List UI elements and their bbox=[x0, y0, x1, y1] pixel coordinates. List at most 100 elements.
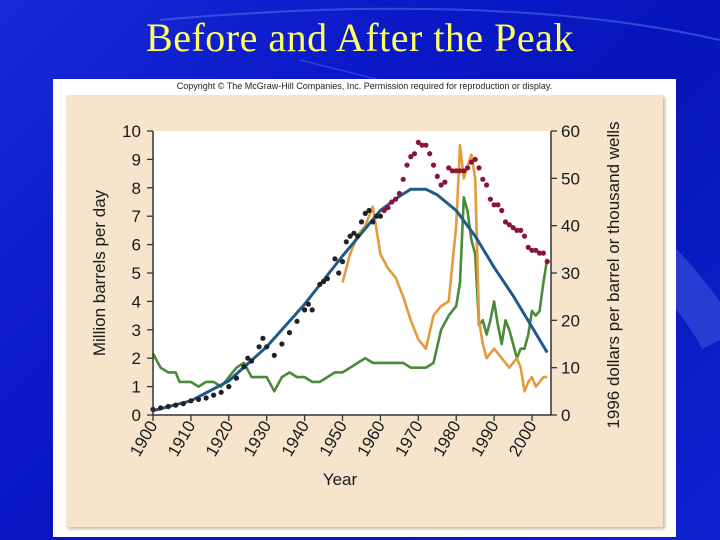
data-point bbox=[317, 281, 323, 287]
data-point bbox=[180, 401, 186, 407]
data-point bbox=[381, 207, 387, 214]
data-point bbox=[529, 247, 535, 253]
data-point bbox=[396, 190, 402, 197]
data-point bbox=[514, 227, 520, 233]
data-point bbox=[430, 162, 437, 168]
y-left-tick-label: 0 bbox=[132, 406, 141, 425]
data-point bbox=[518, 227, 524, 233]
x-tick-label: 1960 bbox=[354, 418, 389, 460]
data-point bbox=[453, 168, 459, 174]
y-right-tick-label: 60 bbox=[561, 122, 580, 141]
data-point bbox=[211, 392, 217, 398]
y-axis-right-title: 1996 dollars per barrel or thousand well… bbox=[604, 121, 623, 428]
data-point bbox=[533, 247, 539, 253]
data-point bbox=[264, 344, 270, 350]
y-left-tick-label: 10 bbox=[122, 122, 141, 141]
data-point bbox=[173, 402, 179, 408]
data-point bbox=[544, 259, 550, 265]
y-left-tick-label: 4 bbox=[132, 292, 141, 311]
data-point bbox=[465, 165, 471, 171]
data-point bbox=[438, 182, 444, 188]
data-point bbox=[347, 233, 353, 239]
y-left-tick-label: 7 bbox=[132, 207, 141, 226]
y-left-tick-label: 2 bbox=[132, 349, 141, 368]
data-point bbox=[260, 335, 266, 341]
data-point bbox=[510, 225, 516, 231]
y-right-tick-label: 50 bbox=[561, 169, 580, 188]
data-point bbox=[218, 389, 224, 395]
oil-price-line bbox=[341, 143, 548, 393]
data-point bbox=[419, 142, 425, 148]
data-point bbox=[468, 159, 474, 165]
y-left-tick-label: 3 bbox=[132, 321, 141, 340]
data-point bbox=[476, 165, 482, 171]
production-dots-pre-peak bbox=[150, 207, 383, 412]
data-point bbox=[480, 176, 486, 182]
data-point bbox=[457, 168, 463, 174]
data-point bbox=[339, 259, 346, 265]
production-dots-post-peak bbox=[381, 139, 550, 265]
data-point bbox=[393, 196, 399, 202]
data-point bbox=[434, 173, 440, 179]
data-point bbox=[271, 352, 277, 358]
y-left-tick-label: 5 bbox=[132, 264, 141, 283]
data-point bbox=[362, 210, 368, 216]
data-point bbox=[233, 375, 239, 381]
data-point bbox=[491, 202, 497, 208]
y-left-tick-label: 1 bbox=[132, 378, 141, 397]
data-point bbox=[249, 358, 255, 364]
x-tick-label: 1930 bbox=[240, 418, 275, 460]
x-tick-label: 1990 bbox=[467, 418, 502, 460]
data-point bbox=[446, 165, 452, 171]
data-point bbox=[366, 207, 372, 214]
data-point bbox=[404, 162, 410, 168]
data-point bbox=[245, 355, 251, 361]
data-point bbox=[499, 207, 505, 214]
data-point bbox=[377, 213, 383, 219]
data-point bbox=[343, 239, 349, 245]
x-axis-title: Year bbox=[323, 470, 358, 489]
x-tick-label: 1920 bbox=[202, 418, 237, 460]
data-point bbox=[449, 168, 455, 174]
data-point bbox=[540, 250, 546, 256]
slide-title: Before and After the Peak bbox=[146, 15, 574, 60]
data-point bbox=[226, 384, 232, 390]
copyright-notice: Copyright © The McGraw-Hill Companies, I… bbox=[176, 81, 553, 91]
data-point bbox=[355, 233, 361, 239]
data-point bbox=[423, 142, 429, 148]
x-tick-label: 1950 bbox=[316, 418, 351, 460]
hubbert-curve-line bbox=[152, 187, 549, 413]
wells-line bbox=[151, 196, 549, 393]
data-point bbox=[358, 219, 365, 225]
data-point bbox=[351, 230, 357, 236]
data-point bbox=[400, 176, 406, 182]
data-point bbox=[286, 330, 293, 336]
figure-panel: Copyright © The McGraw-Hill Companies, I… bbox=[53, 79, 676, 537]
data-point bbox=[294, 318, 300, 324]
data-point bbox=[502, 219, 509, 225]
data-point bbox=[408, 154, 414, 160]
y-left-tick-label: 9 bbox=[132, 150, 141, 169]
data-point bbox=[415, 139, 421, 145]
data-point bbox=[256, 344, 262, 350]
data-point bbox=[461, 168, 467, 174]
data-point bbox=[324, 276, 330, 282]
data-point bbox=[374, 213, 380, 219]
data-point bbox=[195, 396, 202, 402]
y-right-tick-label: 30 bbox=[561, 264, 580, 283]
data-point bbox=[495, 202, 501, 208]
data-point bbox=[279, 341, 285, 347]
data-point bbox=[427, 151, 433, 157]
data-point bbox=[302, 307, 308, 313]
plot-area bbox=[153, 131, 551, 415]
x-tick-label: 1940 bbox=[278, 418, 313, 460]
y-left-tick-label: 8 bbox=[132, 179, 141, 198]
y-right-tick-label: 10 bbox=[561, 359, 580, 378]
data-point bbox=[336, 270, 342, 276]
y-left-tick-label: 6 bbox=[132, 236, 141, 255]
y-axis-left-title: Million barrels per day bbox=[90, 189, 109, 356]
data-point bbox=[305, 301, 311, 307]
data-point bbox=[165, 403, 171, 410]
data-point bbox=[411, 151, 418, 157]
x-tick-label: 1910 bbox=[164, 418, 199, 460]
